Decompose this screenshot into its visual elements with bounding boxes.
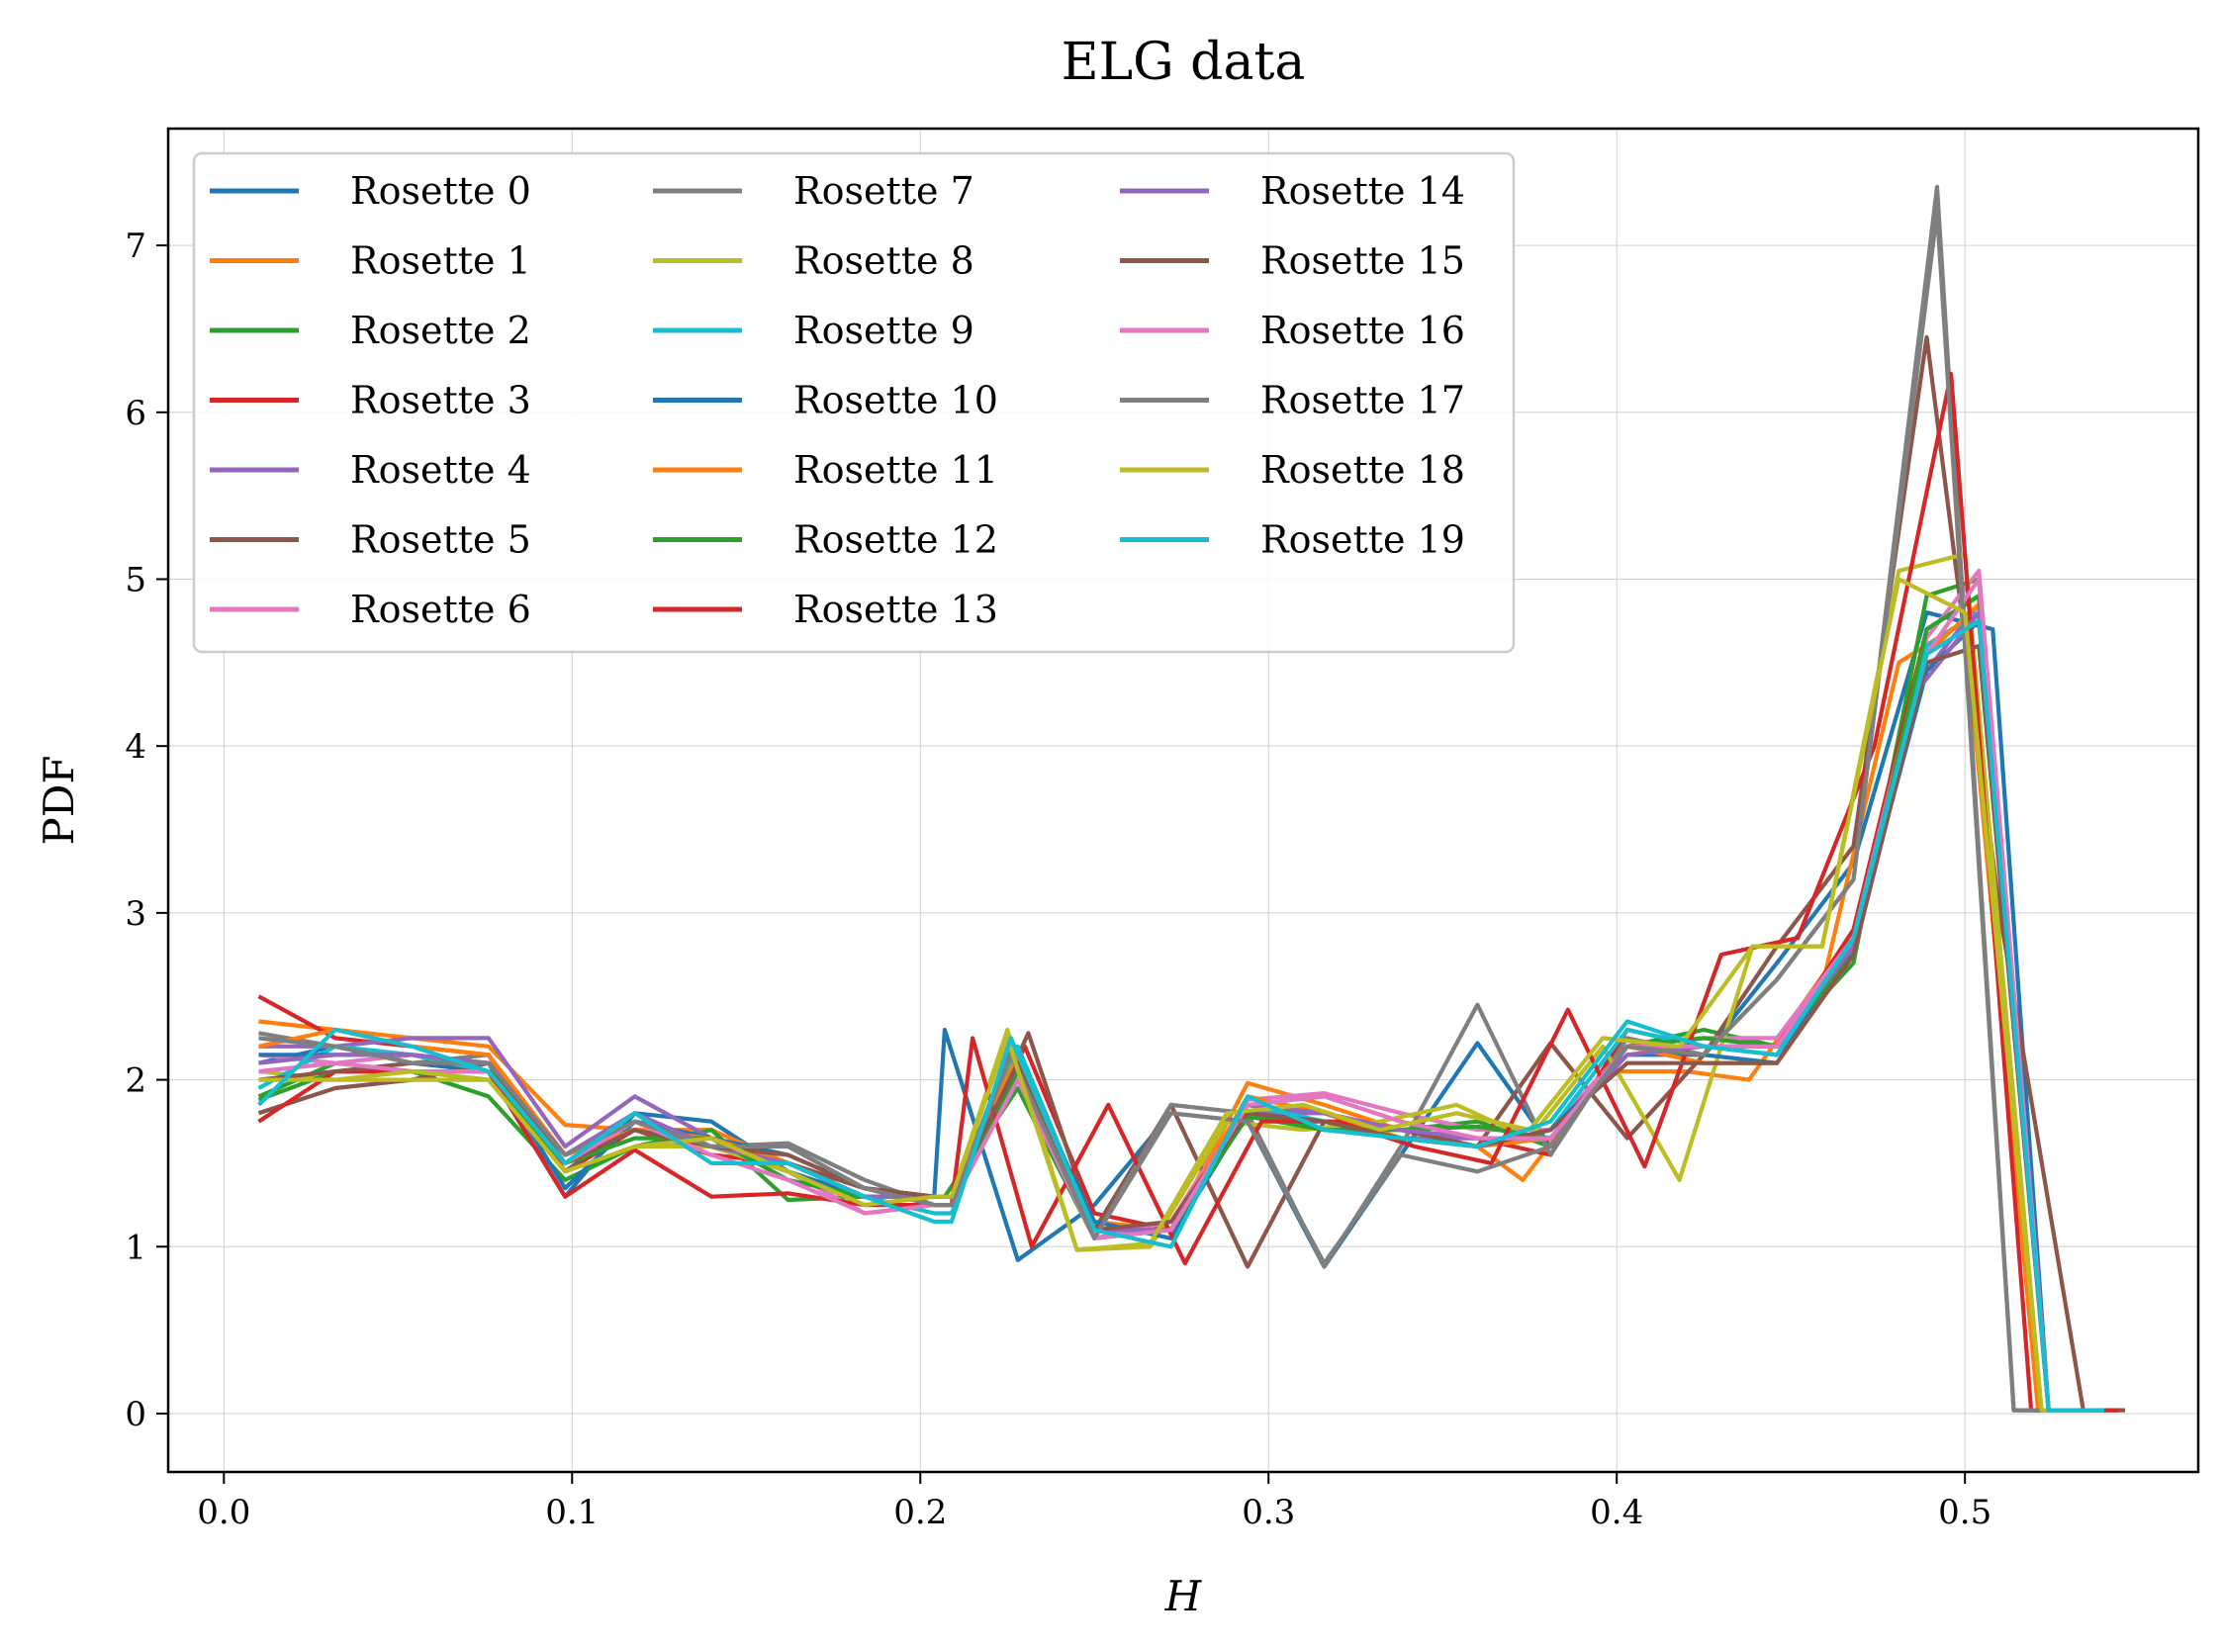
x-tick-label: 0.2	[893, 1493, 947, 1532]
legend: Rosette 0 Rosette 1 Rosette 2 Rosette 3 Rose…	[192, 151, 1516, 654]
legend-label: Rosette 17	[1260, 379, 1465, 422]
legend-label: Rosette 11	[793, 448, 998, 492]
x-tick-label: 0.4	[1590, 1493, 1643, 1532]
legend-label: Rosette 10	[793, 379, 998, 422]
y-tick-label: 7	[125, 227, 146, 266]
series-layer	[257, 184, 2126, 1413]
x-tick-label: 0.3	[1242, 1493, 1295, 1532]
legend-label: Rosette 16	[1260, 309, 1465, 352]
y-tick-label: 4	[125, 727, 146, 767]
y-tick-label: 2	[125, 1061, 146, 1101]
y-tick-label: 5	[125, 560, 146, 599]
legend-label: Rosette 19	[1260, 518, 1465, 562]
legend-label: Rosette 5	[350, 518, 531, 562]
legend-label: Rosette 3	[350, 379, 531, 422]
series-line-rosette-17	[258, 210, 2056, 1413]
series-line-rosette-19	[257, 618, 2104, 1413]
x-axis-label: H	[1164, 1572, 1203, 1620]
legend-label: Rosette 15	[1260, 239, 1465, 283]
legend-label: Rosette 9	[793, 309, 974, 352]
y-axis: 0 1 2 3 4 5 6 7	[125, 227, 168, 1434]
legend-box	[192, 151, 1516, 654]
legend-label: Rosette 2	[350, 309, 531, 352]
x-tick-label: 0.5	[1938, 1493, 1991, 1532]
y-tick-label: 3	[125, 894, 146, 934]
y-tick-label: 1	[125, 1228, 146, 1267]
plot-frame	[166, 127, 2200, 1474]
x-tick-label: 0.0	[197, 1493, 250, 1532]
legend-label: Rosette 12	[793, 518, 998, 562]
x-tick-label: 0.1	[545, 1493, 599, 1532]
legend-label: Rosette 4	[350, 448, 531, 492]
legend-label: Rosette 6	[350, 588, 531, 631]
y-tick-label: 6	[125, 394, 146, 433]
chart-title: ELG data	[1062, 33, 1306, 92]
series-line-rosette-13	[257, 371, 2118, 1413]
legend-label: Rosette 13	[793, 588, 998, 631]
series-line-rosette-15	[258, 643, 2104, 1413]
legend-label: Rosette 7	[793, 169, 974, 213]
y-axis-label: PDF	[35, 755, 83, 845]
legend-label: Rosette 1	[350, 239, 531, 283]
y-tick-label: 0	[125, 1395, 146, 1434]
x-axis: 0.0 0.1 0.2 0.3 0.4 0.5	[197, 1472, 1991, 1532]
legend-label: Rosette 0	[350, 169, 531, 213]
legend-label: Rosette 18	[1260, 448, 1465, 492]
legend-label: Rosette 8	[793, 239, 974, 283]
legend-label: Rosette 14	[1260, 169, 1465, 213]
